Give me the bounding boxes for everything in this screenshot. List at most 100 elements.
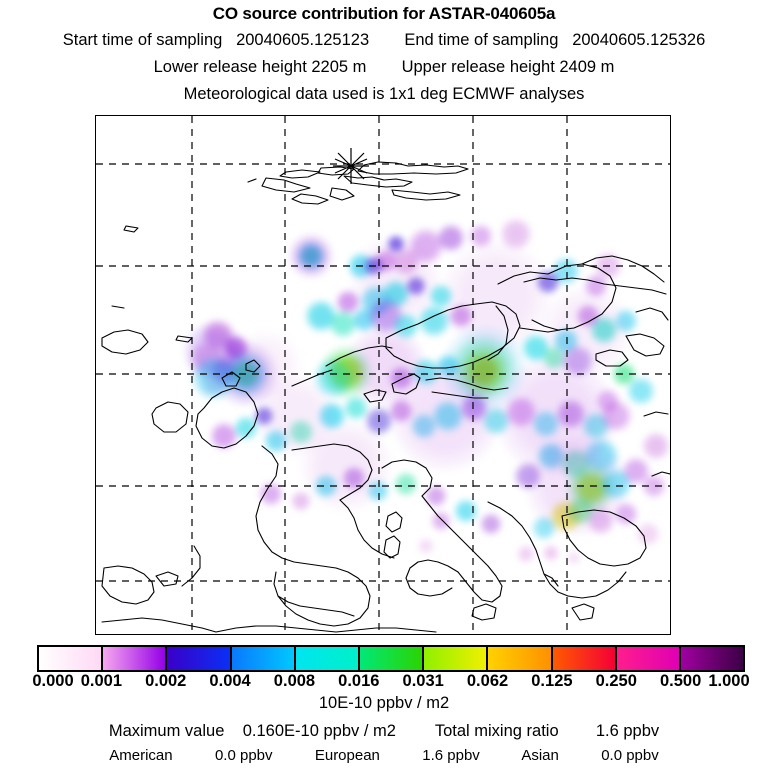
concentration-blob	[231, 331, 301, 401]
colorbar-tick-10: 0.500	[659, 672, 702, 690]
colorbar-tick-2: 0.002	[145, 672, 187, 690]
concentration-blob	[288, 419, 314, 445]
colorbar	[37, 645, 745, 672]
concentration-blob	[432, 400, 464, 432]
colorbar-segment-7	[488, 647, 553, 670]
concentration-blob	[514, 462, 542, 490]
colorbar-tick-4: 0.008	[273, 672, 316, 690]
concentration-blob	[532, 410, 560, 438]
concentration-blob	[600, 468, 632, 500]
asian-value: 0.0 ppbv	[601, 747, 659, 764]
colorbar-segment-5	[359, 647, 425, 670]
upper-release-height: Upper release height 2409 m	[401, 58, 615, 76]
release-point-star-icon	[333, 148, 369, 184]
concentration-blob	[636, 522, 660, 546]
colorbar-tick-6: 0.031	[402, 672, 444, 690]
concentration-blob	[600, 400, 632, 432]
colorbar-tick-1: 0.001	[80, 672, 123, 690]
colorbar-segment-2	[167, 647, 232, 670]
concentration-blob	[314, 358, 354, 398]
concentration-blob	[264, 429, 288, 453]
concentration-blob	[556, 399, 586, 429]
concentration-blob	[496, 356, 616, 476]
concentration-blob	[517, 545, 535, 563]
concentration-blob	[576, 304, 600, 328]
total-mixing-ratio-value: 1.6 ppbv	[595, 722, 660, 740]
concentration-blob	[543, 545, 559, 561]
meteorological-data-line: Meteorological data used is 1x1 deg ECMW…	[183, 85, 585, 103]
colorbar-tick-7: 0.062	[466, 672, 509, 690]
max-value-label: Maximum value	[108, 722, 225, 740]
concentration-blob	[582, 412, 610, 440]
concentration-blob	[425, 485, 447, 507]
concentration-blob	[627, 377, 655, 405]
start-time-value: 20040605.125123	[236, 31, 370, 49]
concentration-blob	[254, 406, 274, 426]
concentration-blob	[393, 313, 419, 339]
concentration-blob	[389, 399, 413, 423]
concentration-blob	[596, 389, 620, 413]
concentration-blob	[590, 316, 618, 344]
concentration-blob	[642, 432, 670, 460]
colorbar-segment-8	[552, 647, 617, 670]
american-label: American	[109, 747, 173, 764]
concentration-blob	[622, 457, 650, 485]
concentration-blob	[351, 236, 441, 326]
colorbar-tick-9: 0.250	[595, 672, 637, 690]
page-title: CO source contribution for ASTAR-040605a	[212, 4, 556, 23]
concentration-blob	[406, 276, 426, 296]
concentration-field	[96, 116, 670, 634]
concentration-blob	[482, 407, 510, 435]
concentration-blob	[500, 218, 532, 250]
max-value-value: 0.160E-10 ppbv / m2	[242, 722, 396, 740]
colorbar-tick-0: 0.000	[32, 672, 74, 690]
concentration-blob	[532, 516, 556, 540]
concentration-blob	[460, 347, 508, 395]
colorbar-tick-labels: 0.000 0.001 0.002 0.004 0.008 0.016 0.031 0.062…	[0, 672, 768, 694]
colorbar-tick-11: 1.000	[708, 672, 750, 690]
concentration-blob	[567, 551, 581, 565]
end-time-value: 20040605.125326	[572, 31, 706, 49]
concentration-blob	[584, 274, 608, 298]
concentration-blob	[394, 472, 418, 496]
european-label: European	[314, 747, 380, 764]
concentration-blob	[418, 538, 434, 554]
american-value: 0.0 ppbv	[214, 747, 273, 764]
european-value: 1.6 ppbv	[422, 747, 480, 764]
graticule-gridlines	[96, 116, 670, 634]
concentration-blob	[291, 491, 311, 511]
concentration-blob	[437, 224, 465, 252]
concentration-blob	[575, 472, 607, 504]
summary-line-primary: Maximum value 0.160E-10 ppbv / m2 Total …	[0, 722, 768, 741]
map-plot-area	[95, 115, 671, 635]
concentration-blob	[192, 356, 236, 400]
colorbar-segment-1	[103, 647, 168, 670]
concentration-blob	[550, 500, 582, 532]
concentration-blob	[505, 396, 537, 428]
concentration-blob	[452, 336, 516, 400]
concentration-blob	[412, 358, 440, 386]
colorbar-segment-4	[295, 647, 360, 670]
colorbar-tick-3: 0.004	[209, 672, 251, 690]
summary-line-regional: American 0.0 ppbv European 1.6 ppbv Asia…	[0, 747, 768, 764]
concentration-blob	[289, 234, 333, 278]
concentration-blob	[352, 308, 376, 332]
colorbar-segment-3	[231, 647, 296, 670]
concentration-blob	[328, 354, 364, 390]
end-time-label: End time of sampling	[404, 31, 559, 49]
total-mixing-ratio-label: Total mixing ratio	[434, 722, 559, 740]
sampling-times-line: Start time of sampling 20040605.125123 E…	[0, 31, 768, 50]
concentration-blob	[318, 402, 346, 430]
colorbar-segment-0	[39, 647, 104, 670]
concentration-blob	[583, 438, 619, 474]
colorbar-segment-10	[680, 647, 744, 670]
concentration-blob	[392, 248, 420, 276]
start-time-label: Start time of sampling	[62, 31, 223, 49]
concentration-blob	[431, 511, 451, 531]
concentration-blob	[614, 309, 638, 333]
concentration-blob	[429, 284, 453, 308]
concentration-blob	[480, 513, 502, 535]
lower-release-height: Lower release height 2205 m	[153, 58, 367, 76]
concentration-blob	[223, 335, 249, 361]
